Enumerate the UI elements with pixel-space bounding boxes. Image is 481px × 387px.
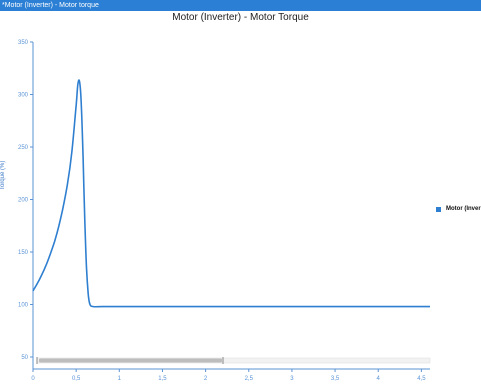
series-line bbox=[33, 80, 430, 307]
x-tick-label: 4,5 bbox=[417, 376, 426, 382]
x-tick-label: 0 bbox=[31, 376, 35, 382]
x-tick-label: 1,5 bbox=[158, 376, 167, 382]
axes bbox=[33, 42, 430, 369]
scroll-thumb[interactable] bbox=[39, 359, 222, 363]
x-tick-label: 2,5 bbox=[245, 376, 254, 382]
x-tick-label: 2 bbox=[204, 376, 208, 382]
y-tick-label: 50 bbox=[21, 355, 28, 361]
x-tick-label: 1 bbox=[118, 376, 122, 382]
x-tick-label: 3,5 bbox=[331, 376, 340, 382]
y-tick-label: 300 bbox=[18, 93, 29, 99]
x-tick-label: 3 bbox=[290, 376, 294, 382]
y-tick-label: 250 bbox=[18, 145, 29, 151]
y-tick-label: 150 bbox=[18, 250, 29, 256]
legend-swatch bbox=[436, 207, 441, 212]
legend-label: Motor (Inver bbox=[446, 206, 481, 212]
y-tick-label: 100 bbox=[18, 303, 29, 309]
series bbox=[33, 80, 430, 307]
y-tick-label: 200 bbox=[18, 198, 29, 204]
y-tick-label: 350 bbox=[18, 40, 29, 46]
x-tick-label: 4 bbox=[377, 376, 381, 382]
legend[interactable]: Motor (Inver bbox=[436, 206, 481, 212]
x-ticks: 0 0,5 1 1,5 2 2,5 3 3,5 4 4,5 bbox=[31, 369, 426, 382]
horizontal-scrollbar bbox=[37, 357, 430, 364]
y-ticks: 50 100 150 200 250 300 350 bbox=[18, 40, 33, 361]
x-tick-label: 0,5 bbox=[72, 376, 81, 382]
